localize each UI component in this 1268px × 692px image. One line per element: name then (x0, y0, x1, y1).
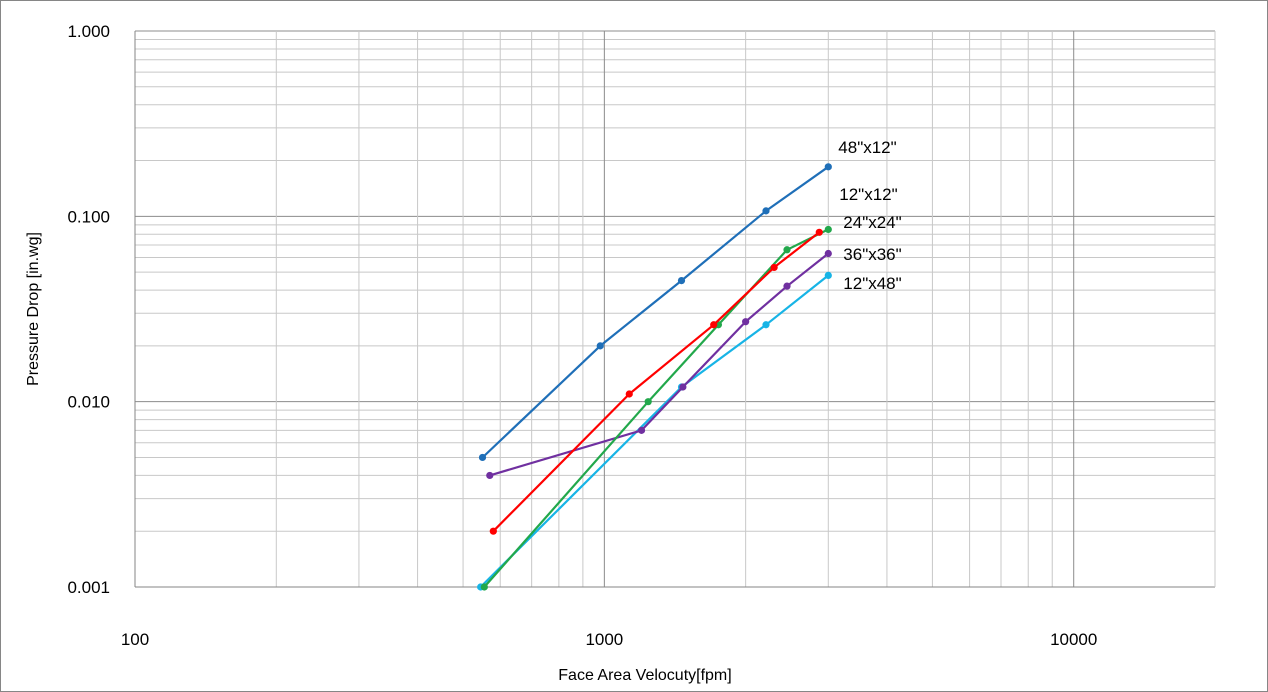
data-point (596, 342, 604, 350)
data-point (489, 527, 497, 535)
y-tick-label: 0.010 (67, 393, 110, 412)
y-tick-label: 0.100 (67, 207, 110, 226)
data-point (824, 249, 832, 258)
y-tick-label: 0.001 (67, 578, 110, 597)
series-line (479, 274, 829, 588)
data-point (637, 426, 646, 434)
series-2 (480, 225, 832, 591)
series-layer (477, 163, 832, 591)
y-tick-label: 1.000 (67, 22, 110, 41)
x-axis-title: Face Area Velocuty[fpm] (558, 667, 731, 684)
data-point (742, 318, 750, 326)
series-label: 24"x24" (843, 213, 901, 232)
series-label: 12"x48" (843, 274, 901, 293)
data-point (486, 471, 494, 480)
series-0 (478, 163, 832, 462)
data-point (478, 453, 487, 462)
data-point (480, 583, 488, 591)
grid-lines (134, 30, 1216, 588)
data-point (824, 271, 832, 280)
series-1 (489, 228, 823, 535)
data-point (815, 228, 823, 236)
y-axis-ticks: 0.001 0.010 0.100 1.000 (67, 22, 110, 597)
data-point (762, 321, 770, 329)
data-point (679, 383, 687, 391)
y-axis-title: Pressure Drop [in.wg] (25, 232, 42, 386)
series-label: 36"x36" (843, 245, 901, 264)
plot-area (135, 31, 1215, 587)
data-point (824, 163, 832, 171)
series-label: 12"x12" (839, 185, 897, 204)
data-point (710, 321, 718, 329)
data-point (824, 225, 832, 234)
data-point (783, 246, 791, 254)
data-point (625, 390, 633, 398)
data-point (770, 263, 778, 272)
data-point (644, 398, 652, 406)
data-point (677, 277, 686, 285)
x-tick-label: 100 (121, 630, 149, 649)
data-point (762, 207, 770, 215)
series-labels: 48"x12" 12"x12" 24"x24" 36"x36" 12"x48" (838, 138, 901, 293)
x-axis-ticks: 100 1000 10000 (121, 630, 1098, 649)
x-tick-label: 10000 (1050, 630, 1097, 649)
data-point (783, 282, 791, 290)
x-tick-label: 1000 (585, 630, 623, 649)
series-label: 48"x12" (838, 138, 896, 157)
